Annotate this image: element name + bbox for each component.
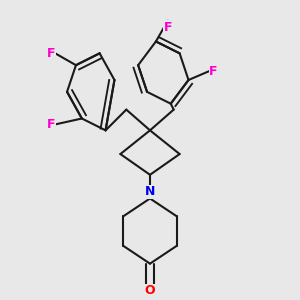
Text: N: N [145, 185, 155, 199]
Text: F: F [47, 118, 55, 131]
Text: F: F [164, 21, 172, 34]
Text: O: O [145, 284, 155, 297]
Text: F: F [47, 47, 55, 60]
Text: F: F [209, 64, 218, 78]
